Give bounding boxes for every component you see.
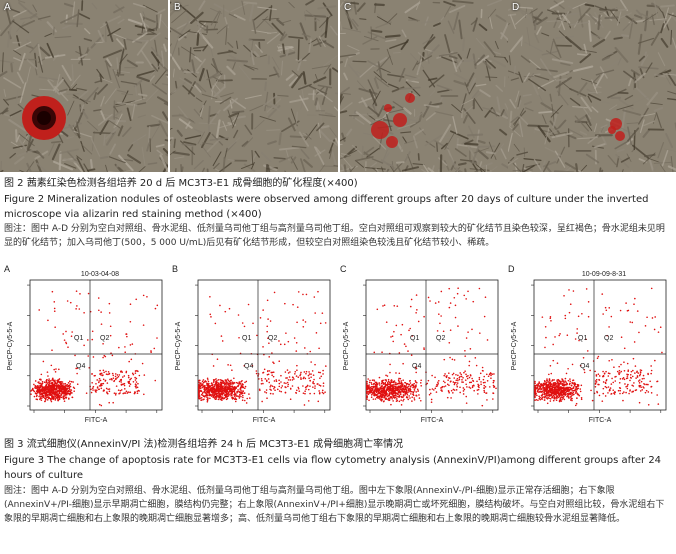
micrograph-label: D bbox=[512, 2, 520, 13]
micrograph-d-image bbox=[508, 0, 676, 172]
micrograph-a-image bbox=[0, 0, 168, 172]
flow-timestamp: 10-03-04-08 bbox=[81, 271, 119, 278]
x-axis-label: FITC-A bbox=[421, 417, 444, 424]
quadrant-q4-label: Q4 bbox=[244, 363, 253, 370]
quadrant-q2-label: Q2 bbox=[604, 335, 613, 342]
figure2-caption-cn: 图 2 茜素红染色检测各组培养 20 d 后 MC3T3-E1 成骨细胞的矿化程… bbox=[4, 178, 358, 189]
figure2-caption-en: Figure 2 Mineralization nodules of osteo… bbox=[4, 194, 649, 220]
figure3-caption-en: Figure 3 The change of apoptosis rate fo… bbox=[4, 455, 662, 481]
flow-panel-d: D 10-09-09-8-31 Q1 Q2 Q4 FITC-A PerCP-Cy5-5-A bbox=[504, 262, 672, 434]
flow-plot-c: C Q1 Q2 Q4 FITC-A PerCP-Cy5-5-A bbox=[340, 264, 499, 424]
quadrant-q4-label: Q4 bbox=[580, 363, 589, 370]
flow-plot-d: D 10-09-09-8-31 Q1 Q2 Q4 FITC-A PerCP-Cy5-5-A bbox=[508, 264, 667, 424]
quadrant-q2-label: Q2 bbox=[268, 335, 277, 342]
quadrant-q1-label: Q1 bbox=[410, 335, 419, 342]
figure3-flow-panels: A 10-03-04-08 Q1 Q2 Q4 FITC-A PerCP-Cy5-5-A B Q… bbox=[0, 262, 676, 434]
micrograph-b-image bbox=[170, 0, 338, 172]
flow-panel-label: A bbox=[4, 264, 10, 274]
micrograph-b: B bbox=[170, 0, 338, 172]
x-axis-label: FITC-A bbox=[85, 417, 108, 424]
micrograph-d: D bbox=[508, 0, 676, 172]
y-axis-label: PerCP-Cy5-5-A bbox=[511, 321, 518, 370]
figure3-caption-cn: 图 3 流式细胞仪(AnnexinV/PI 法)检测各组培养 24 h 后 MC… bbox=[4, 439, 404, 450]
quadrant-q1-label: Q1 bbox=[578, 335, 587, 342]
micrograph-c-image bbox=[340, 0, 508, 172]
quadrant-q2-label: Q2 bbox=[100, 335, 109, 342]
y-axis-label: PerCP-Cy5-5-A bbox=[343, 321, 350, 370]
figure2-micrographs: A B C D bbox=[0, 0, 676, 172]
micrograph-a: A bbox=[0, 0, 168, 172]
quadrant-q4-label: Q4 bbox=[76, 363, 85, 370]
micrograph-label: C bbox=[344, 2, 352, 13]
flow-panel-label: B bbox=[172, 264, 178, 274]
y-axis-label: PerCP-Cy5-5-A bbox=[7, 321, 14, 370]
micrograph-c: C bbox=[340, 0, 508, 172]
micrograph-label: B bbox=[174, 2, 181, 13]
x-axis-label: FITC-A bbox=[589, 417, 612, 424]
flow-plot-a: A 10-03-04-08 Q1 Q2 Q4 FITC-A PerCP-Cy5-5-A bbox=[4, 264, 163, 424]
y-axis-label: PerCP-Cy5-5-A bbox=[175, 321, 182, 370]
flow-panel-a: A 10-03-04-08 Q1 Q2 Q4 FITC-A PerCP-Cy5-5-A bbox=[0, 262, 168, 434]
quadrant-q4-label: Q4 bbox=[412, 363, 421, 370]
flow-panel-b: B Q1 Q2 Q4 FITC-A PerCP-Cy5-5-A bbox=[168, 262, 336, 434]
figure2-note: 图注：图中 A-D 分别为空白对照组、骨水泥组、低剂量乌司他丁组与高剂量乌司他丁… bbox=[4, 224, 665, 248]
quadrant-q1-label: Q1 bbox=[242, 335, 251, 342]
flow-panel-label: C bbox=[340, 264, 347, 274]
x-axis-label: FITC-A bbox=[253, 417, 276, 424]
flow-plot-b: B Q1 Q2 Q4 FITC-A PerCP-Cy5-5-A bbox=[172, 264, 331, 424]
flow-panel-c: C Q1 Q2 Q4 FITC-A PerCP-Cy5-5-A bbox=[336, 262, 504, 434]
quadrant-q2-label: Q2 bbox=[436, 335, 445, 342]
flow-timestamp: 10-09-09-8-31 bbox=[582, 271, 626, 278]
micrograph-label: A bbox=[4, 2, 11, 13]
figure3-note: 图注：图中 A-D 分别为空白对照组、骨水泥组、低剂量乌司他丁组与高剂量乌司他丁… bbox=[4, 486, 665, 524]
flow-panel-label: D bbox=[508, 264, 515, 274]
quadrant-q1-label: Q1 bbox=[74, 335, 83, 342]
